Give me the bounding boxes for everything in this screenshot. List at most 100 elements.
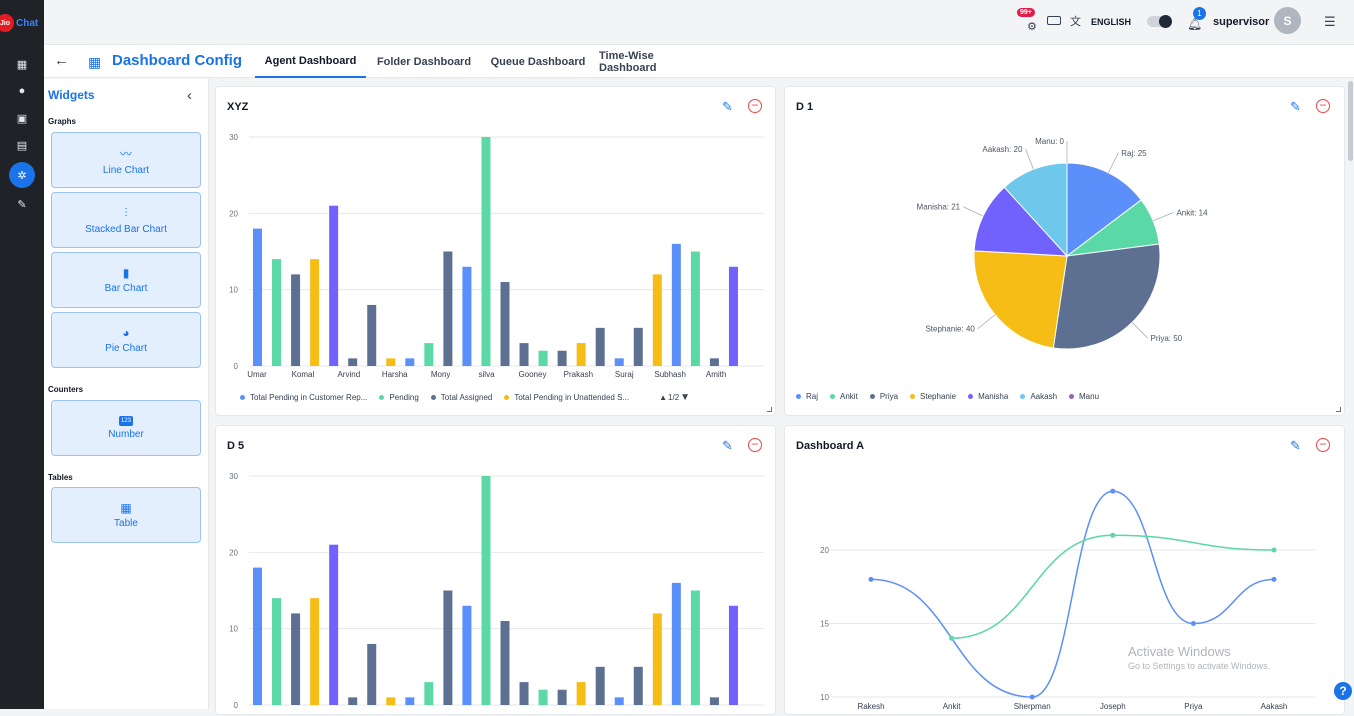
legend-prev-icon[interactable]: ▲ [659,393,668,402]
legend-item[interactable]: Pending [389,393,419,402]
pie-leader-line [1152,212,1174,222]
edit-note-icon[interactable]: ✎ [17,198,27,211]
dashboard-icon[interactable]: ▦ [16,58,28,71]
remove-icon[interactable]: − [1316,99,1330,113]
bar [291,274,301,366]
remove-icon[interactable]: − [748,438,762,452]
bar [310,598,320,705]
widget-card-xyz[interactable]: XYZ ✎ − 0 10 20 30 Umar Komal Arvind Harsha Mony… [215,86,776,416]
menu-icon[interactable]: ☰ [1324,14,1336,29]
widget-card-d1[interactable]: D 1 ✎ − Raj: 25 Ankit: 14 Priya: 50 Stephan… [784,86,1345,416]
user-name[interactable]: supervisor [1213,16,1270,28]
pie-leader-line [1025,148,1034,170]
pie-chart-widget[interactable]: ◕ Pie Chart [51,312,201,368]
legend-dot [379,395,385,400]
edit-icon[interactable]: ✎ [1290,99,1301,114]
legend-item[interactable]: Manu [1079,392,1100,401]
legend-dot [910,394,916,399]
watermark-line1: Activate Windows [1128,644,1231,659]
theme-toggle[interactable] [1147,15,1172,28]
legend-item[interactable]: Priya [879,392,899,401]
badge-count: 99+ [1017,8,1035,17]
pie-label: Priya: 50 [1151,334,1183,343]
notification-badge-icon[interactable]: 99+ ⚙ [1017,8,1039,33]
bar [519,343,529,366]
data-point [949,635,955,641]
bar [405,697,415,705]
bar [595,666,605,705]
pie-slice [1052,243,1161,350]
pie-chart-label: Pie Chart [105,343,147,354]
series-line [870,490,1275,698]
bar [348,358,358,366]
keyboard-icon[interactable] [1047,16,1061,25]
bar-chart-label: Bar Chart [104,283,148,294]
table-widget[interactable]: ▦ Table [51,487,201,543]
legend-item[interactable]: Manisha [978,392,1009,401]
bar [443,590,453,705]
tab-queue-dashboard[interactable]: Queue Dashboard [490,55,586,68]
tab-time-wise-dashboard[interactable]: Time-Wise Dashboard [599,49,657,74]
bar [500,282,510,366]
bar [633,666,643,705]
edit-icon[interactable]: ✎ [722,438,733,453]
data-point [1029,694,1035,700]
line-chart-label: Line Chart [102,164,150,176]
avatar[interactable]: S [1274,7,1301,34]
y-tick-label: 10 [229,286,238,295]
bar [386,697,396,705]
page-title: Dashboard Config [112,52,242,69]
bar [272,259,282,366]
tab-folder-dashboard[interactable]: Folder Dashboard [376,55,472,68]
bar [424,682,434,705]
legend-item[interactable]: Stephanie [920,392,957,401]
bar [519,682,529,705]
x-tick-label: Ankit [943,702,962,711]
stacked-bar-chart-label: Stacked Bar Chart [85,223,167,235]
bell-icon[interactable]: 🔔︎ 1 [1187,7,1206,31]
remove-icon[interactable]: − [1316,438,1330,452]
legend-item[interactable]: Aakash [1030,392,1058,401]
clipboard-icon[interactable]: ▤ [16,139,28,152]
bar [671,582,681,705]
edit-icon[interactable]: ✎ [1290,438,1301,453]
legend-dot [240,395,245,400]
translate-icon[interactable]: 文 [1070,16,1081,28]
scrollbar[interactable] [1347,79,1354,709]
resize-handle[interactable] [767,407,772,412]
help-icon[interactable]: ? [1334,682,1352,700]
watermark-line2: Go to Settings to activate Windows. [1128,661,1271,671]
legend-item[interactable]: Raj [806,392,819,401]
stacked-bar-chart-widget[interactable]: ⫶ Stacked Bar Chart [51,192,201,248]
legend-next-icon[interactable]: ▼ [680,392,691,403]
widget-card-dashboard-a[interactable]: Dashboard A ✎ − 10 15 20 Rakesh Ankit Sherpma… [784,425,1345,715]
remove-icon[interactable]: − [748,99,762,113]
settings-icon[interactable]: ✲ [0,162,44,188]
legend-item[interactable]: Ankit [840,392,858,401]
chart-legend: Raj Ankit Priya Stephanie Manisha Aakash Manu [796,392,1111,401]
bar [595,327,605,366]
calendar-icon[interactable]: ▣ [16,112,28,125]
collapse-chevron-icon[interactable]: ‹ [187,87,192,104]
bar [709,358,719,366]
line-chart-widget[interactable]: 〰 Line Chart [51,132,201,188]
pie-chart-d1: Raj: 25 Ankit: 14 Priya: 50 Stephanie: 40 Ma… [917,137,1208,350]
language-label[interactable]: ENGLISH [1091,17,1132,27]
legend-item[interactable]: Total Pending in Unattended S... [514,393,630,402]
x-tick-label: Umar [247,370,267,379]
widget-card-d5[interactable]: D 5 ✎ − 0 10 20 30 [215,425,776,715]
data-point [1271,547,1277,553]
bar-chart-icon: ▮ [122,266,130,280]
legend-item[interactable]: Total Assigned [440,393,493,402]
legend-item[interactable]: Total Pending in Customer Rep... [250,393,368,402]
tab-agent-dashboard[interactable]: Agent Dashboard [255,45,366,78]
pie-leader-line [1131,322,1148,339]
edit-icon[interactable]: ✎ [722,99,733,114]
bar-chart-widget[interactable]: ▮ Bar Chart [51,252,201,308]
resize-handle[interactable] [1336,407,1341,412]
number-widget[interactable]: 123 Number [51,400,201,456]
data-point [868,576,874,582]
line-chart-dashboard-a: 10 15 20 Rakesh Ankit Sherpman Joseph Priya Aaka… [820,488,1315,711]
back-arrow-icon[interactable]: ← [54,52,69,69]
user-icon[interactable]: ● [18,85,26,97]
